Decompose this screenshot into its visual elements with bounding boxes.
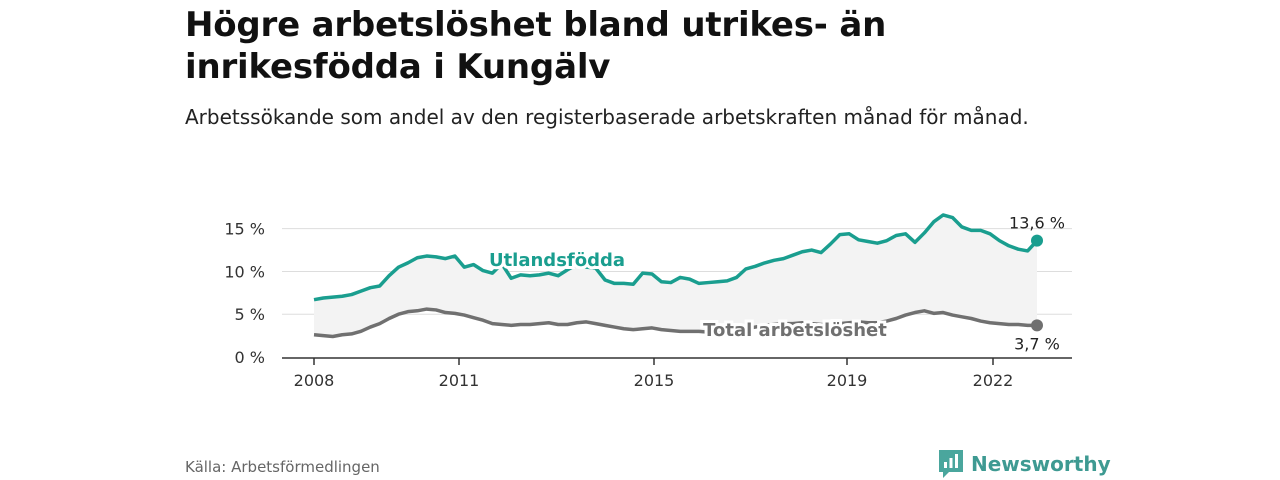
gap-area <box>314 214 1037 337</box>
y-tick-label: 10 % <box>224 262 265 281</box>
newsworthy-logo-icon <box>939 450 963 478</box>
end-point-utlandsfodda <box>1031 234 1043 247</box>
y-tick-label: 5 % <box>235 305 265 324</box>
x-tick-label: 2008 <box>294 371 335 390</box>
x-tick-label: 2011 <box>439 371 480 390</box>
y-tick-label: 0 % <box>235 348 265 367</box>
x-tick-label: 2022 <box>973 371 1014 390</box>
series-label-utlandsfodda: Utlandsfödda <box>489 250 625 271</box>
brand-name: Newsworthy <box>971 452 1111 476</box>
source-credit: Källa: Arbetsförmedlingen <box>185 458 380 476</box>
brand-logo: Newsworthy <box>937 448 1111 480</box>
y-tick-label: 15 % <box>224 220 265 239</box>
header: Högre arbetslöshet bland utrikes- än inr… <box>185 0 1095 132</box>
end-value-label-total: 3,7 % <box>1014 334 1060 353</box>
end-value-label-utlandsfodda: 13,6 % <box>1009 214 1065 233</box>
series-line-utlandsfodda <box>313 213 1039 302</box>
end-point-total <box>1031 319 1043 332</box>
series-line-total <box>313 307 1037 339</box>
x-tick-label: 2019 <box>827 371 868 390</box>
chart-subtitle: Arbetssökande som andel av den registerb… <box>185 105 1029 129</box>
x-tick-label: 2015 <box>634 371 675 390</box>
series-label-total: Total arbetslöshet <box>703 320 887 341</box>
chart-title: Högre arbetslöshet bland utrikes- än inr… <box>185 5 887 87</box>
